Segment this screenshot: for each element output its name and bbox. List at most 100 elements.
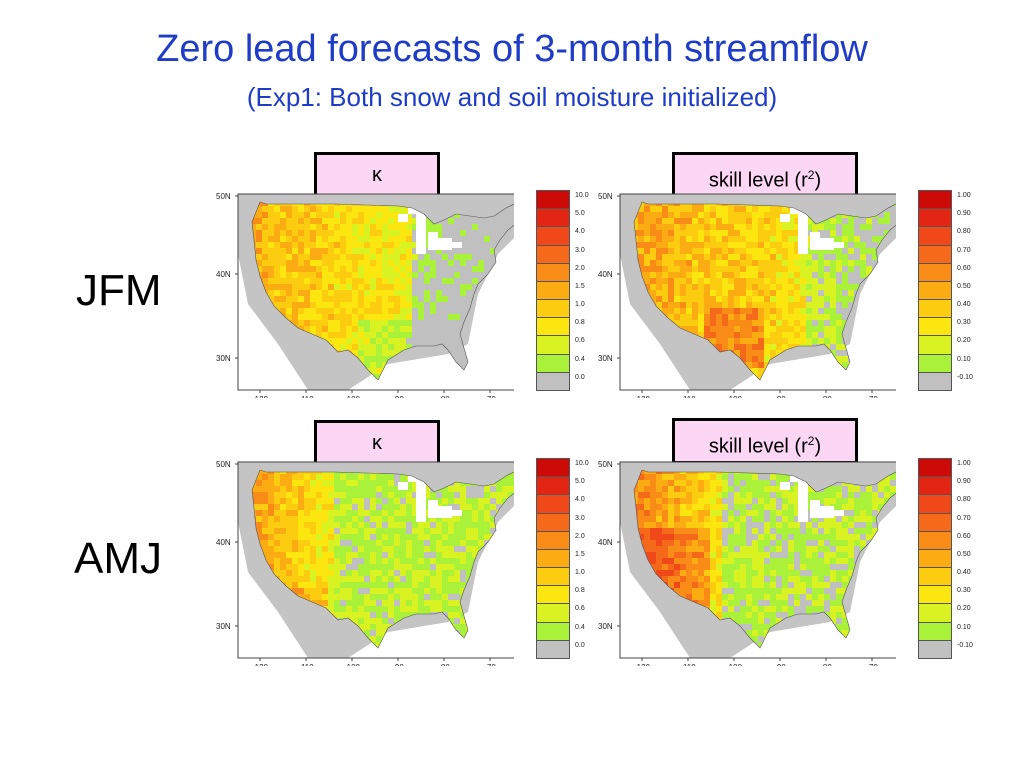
colorbar-tick-label: 2.0 bbox=[575, 532, 585, 540]
colorbar-tick-label: 0.50 bbox=[957, 550, 971, 558]
colorbar-tick-label: 10.0 bbox=[575, 460, 589, 467]
us-outline bbox=[633, 469, 896, 649]
lon-tick-label: -70 bbox=[866, 663, 878, 666]
colorbar-swatch bbox=[536, 512, 570, 532]
colorbar-swatch bbox=[536, 371, 570, 391]
colorbar-tick-label: 0.40 bbox=[957, 301, 971, 309]
colorbar-swatch bbox=[918, 262, 952, 282]
colorbar-tick-label: 0.80 bbox=[957, 228, 971, 236]
colorbar-amj-kappa: 10.0 5.0 4.0 3.0 2.0 1.5 1.0 0.8 0.6 0.4 0.0 bbox=[536, 458, 598, 668]
colorbar-swatch bbox=[536, 639, 570, 659]
us-outline bbox=[633, 201, 896, 381]
lon-tick-label: -90 bbox=[774, 395, 786, 398]
colorbar-swatch bbox=[536, 262, 570, 282]
colorbar-swatch bbox=[536, 244, 570, 264]
colorbar-swatch bbox=[918, 567, 952, 587]
colorbar-tick-label: 0.6 bbox=[575, 605, 585, 613]
colorbar-jfm-kappa: 10.0 5.0 4.0 3.0 2.0 1.5 1.0 0.8 0.6 0.4 0.0 bbox=[536, 190, 598, 400]
lon-tick-label: -80 bbox=[438, 395, 450, 398]
skill-label-text: skill level (r bbox=[708, 169, 808, 192]
skill-label-close: ) bbox=[814, 435, 822, 458]
lon-tick-label: -80 bbox=[820, 395, 832, 398]
slide-subtitle: (Exp1: Both snow and soil moisture initi… bbox=[246, 82, 778, 112]
skill-label-close: ) bbox=[814, 169, 822, 192]
colorbar-swatch bbox=[536, 226, 570, 246]
kappa-label-amj: κ bbox=[314, 420, 440, 466]
colorbar-tick-label: 0.20 bbox=[957, 337, 971, 345]
lon-tick-label: -110 bbox=[680, 663, 696, 666]
colorbar-tick-label: 0.30 bbox=[957, 587, 971, 595]
map-frame bbox=[619, 193, 896, 391]
colorbar-swatch bbox=[536, 567, 570, 587]
colorbar-tick-label: 2.0 bbox=[575, 264, 585, 272]
lon-tick-label: -80 bbox=[820, 663, 832, 666]
map-frame bbox=[237, 461, 514, 659]
colorbar-swatch bbox=[536, 621, 570, 641]
colorbar-tick-label: 0.90 bbox=[957, 210, 971, 218]
colorbar-tick-label: 1.5 bbox=[575, 282, 585, 290]
lat-tick-label: 30N bbox=[216, 354, 231, 363]
lon-tick-label: -70 bbox=[484, 395, 496, 398]
colorbar-tick-label: 0.80 bbox=[957, 496, 971, 504]
colorbar-tick-label: 0.30 bbox=[957, 319, 971, 327]
skill-label-amj: skill level (r2) bbox=[672, 418, 858, 464]
lon-tick-label: -120 bbox=[634, 663, 651, 666]
colorbar-swatch bbox=[918, 335, 952, 355]
colorbar-tick-label: 1.0 bbox=[575, 301, 585, 309]
colorbar-swatch bbox=[536, 458, 570, 478]
colorbar-tick-label: 0.4 bbox=[575, 623, 585, 631]
colorbar-tick-label: 0.60 bbox=[957, 264, 971, 272]
colorbar-tick-label: 0.60 bbox=[957, 532, 971, 540]
lat-tick-label: 50N bbox=[216, 460, 231, 469]
lat-tick-label: 40N bbox=[598, 538, 613, 547]
map-plot: 50N 40N 30N -120 -110 -100 -90 -80 -70 bbox=[216, 192, 514, 398]
colorbar-tick-label: 4.0 bbox=[575, 496, 585, 504]
lon-tick-label: -80 bbox=[438, 663, 450, 666]
colorbar-swatch bbox=[918, 476, 952, 496]
lat-tick-label: 50N bbox=[216, 192, 231, 201]
map-frame bbox=[619, 461, 896, 659]
colorbar-tick-label: 1.0 bbox=[575, 569, 585, 577]
colorbar-tick-label: 0.8 bbox=[575, 587, 585, 595]
lon-tick-label: -70 bbox=[866, 395, 878, 398]
kappa-symbol: κ bbox=[372, 164, 382, 186]
colorbar-swatch bbox=[536, 353, 570, 373]
colorbar-swatch bbox=[536, 208, 570, 228]
lon-tick-label: -120 bbox=[252, 395, 269, 398]
colorbar-tick-label: 0.10 bbox=[957, 623, 971, 631]
colorbar-swatch bbox=[918, 458, 952, 478]
lon-tick-label: -110 bbox=[298, 395, 314, 398]
colorbar-amj-skill: 1.00 0.90 0.80 0.70 0.60 0.50 0.40 0.30 0.20 0.10… bbox=[918, 458, 980, 668]
colorbar-tick-label: 4.0 bbox=[575, 228, 585, 236]
colorbar-swatch bbox=[918, 208, 952, 228]
lat-tick-label: 40N bbox=[216, 538, 231, 547]
lat-tick-label: 30N bbox=[216, 622, 231, 631]
colorbar-tick-label: 0.6 bbox=[575, 337, 585, 345]
colorbar-tick-label: 0.50 bbox=[957, 282, 971, 290]
colorbar-swatch bbox=[536, 317, 570, 337]
colorbar-tick-label: 5.0 bbox=[575, 478, 585, 486]
colorbar-swatch bbox=[918, 244, 952, 264]
colorbar-tick-label: 0.0 bbox=[575, 641, 585, 649]
lon-tick-label: -90 bbox=[392, 663, 404, 666]
colorbar-swatch bbox=[536, 603, 570, 623]
lat-tick-label: 30N bbox=[598, 622, 613, 631]
colorbar-swatch bbox=[918, 530, 952, 550]
lat-tick-label: 40N bbox=[216, 270, 231, 279]
colorbar-tick-label: 10.0 bbox=[575, 192, 589, 199]
colorbar-tick-label: 1.00 bbox=[957, 192, 971, 199]
colorbar-swatch bbox=[918, 190, 952, 210]
map-jfm-kappa: 50N 40N 30N -120 -110 -100 -90 -80 -70 bbox=[214, 188, 514, 398]
colorbar-tick-label: 0.8 bbox=[575, 319, 585, 327]
lon-tick-label: -100 bbox=[344, 395, 361, 398]
colorbar-swatch bbox=[918, 494, 952, 514]
kappa-label-jfm: κ bbox=[314, 152, 440, 198]
colorbar-swatch bbox=[536, 585, 570, 605]
colorbar-swatch bbox=[918, 280, 952, 301]
lon-tick-label: -110 bbox=[298, 663, 314, 666]
colorbar-swatch bbox=[918, 548, 952, 569]
map-frame bbox=[237, 193, 514, 391]
lat-tick-label: 50N bbox=[598, 460, 613, 469]
map-amj-skill: 50N 40N 30N -120 -110 -100 -90 -80 -70 bbox=[596, 456, 896, 666]
lat-tick-label: 30N bbox=[598, 354, 613, 363]
